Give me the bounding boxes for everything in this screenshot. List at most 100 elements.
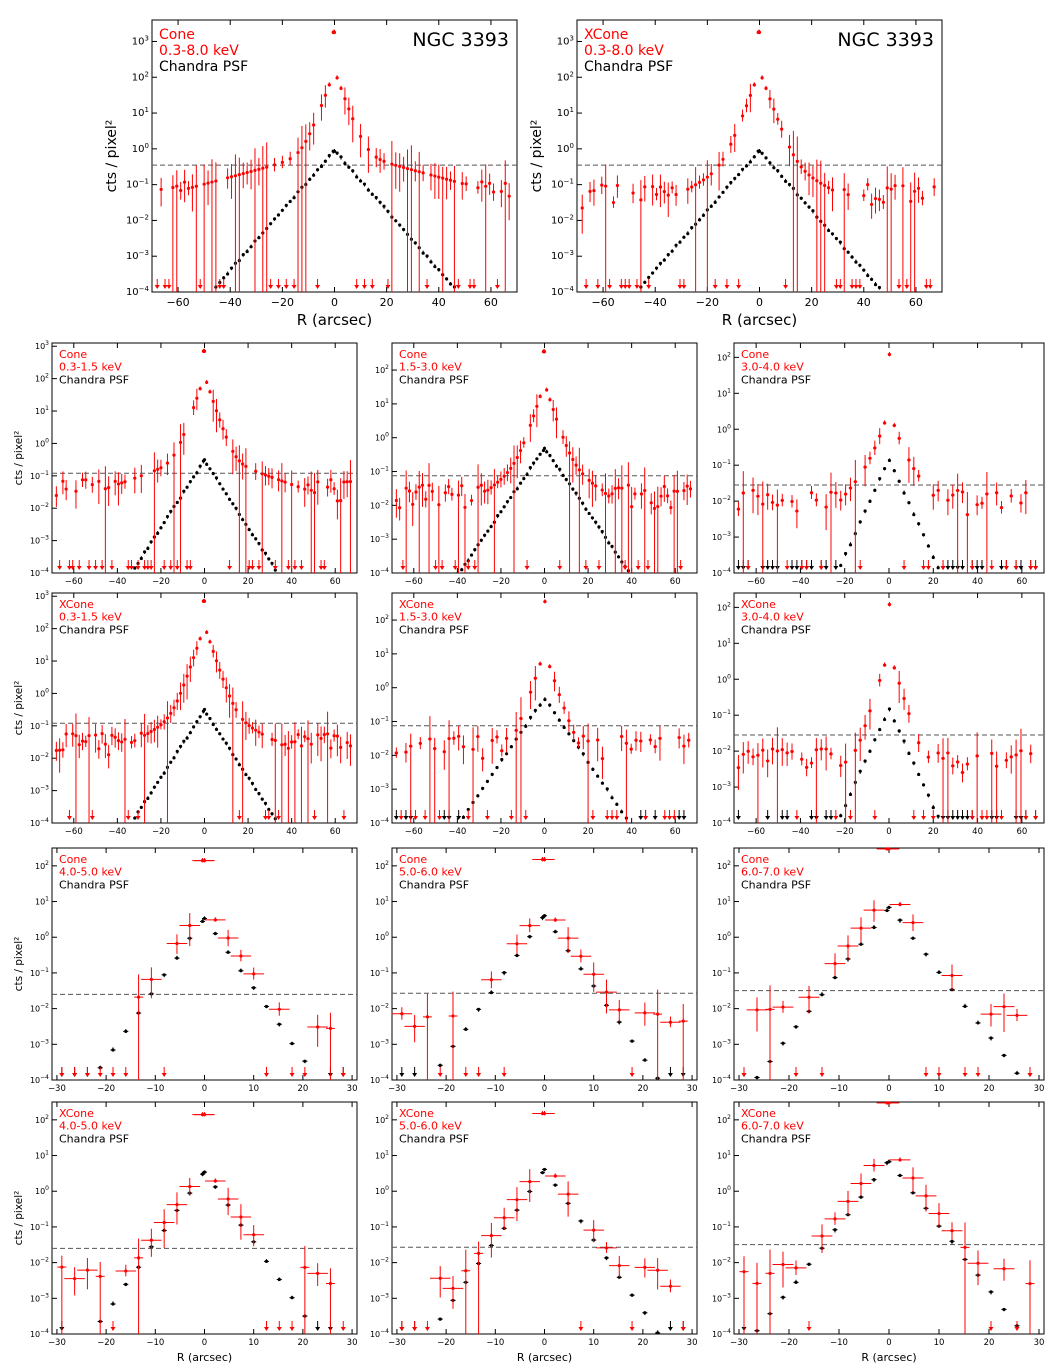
psf-point [871, 924, 877, 930]
psf-point [607, 540, 611, 545]
data-point [705, 160, 709, 292]
psf-point [528, 465, 532, 471]
data-point [261, 146, 265, 292]
data-point [519, 697, 523, 823]
psf-point [489, 524, 493, 529]
psf-point [539, 1171, 546, 1175]
psf-point [185, 485, 189, 489]
data-point [194, 1112, 215, 1117]
x-tick-label: −40 [448, 577, 466, 587]
data-point [84, 735, 88, 748]
psf-point [590, 516, 595, 520]
data-point [166, 934, 188, 954]
y-tick-label: 10−1 [30, 470, 49, 481]
psf-point [887, 458, 892, 463]
x-tick-label: −30 [48, 1338, 66, 1348]
data-point [955, 473, 960, 573]
psf-point [251, 986, 257, 990]
legend-psf: Chandra PSF [399, 878, 469, 891]
psf-point [413, 241, 417, 245]
data-point [224, 429, 228, 446]
psf-point [642, 1058, 648, 1062]
psf-point [289, 1295, 295, 1300]
upper-limit-arrow [161, 560, 167, 570]
data-point [103, 734, 107, 759]
data-point [110, 726, 114, 746]
data-point [907, 704, 911, 723]
psf-point [713, 199, 717, 205]
upper-limit-arrow [174, 560, 180, 570]
data-point [80, 732, 85, 751]
data-point [592, 179, 596, 206]
upper-limit-arrow [161, 1067, 167, 1077]
legend-model: XCone [741, 598, 776, 611]
data-point [761, 481, 765, 573]
psf-point [737, 172, 741, 177]
upper-limit-arrow [945, 560, 951, 570]
data-point [545, 387, 549, 392]
data-point [687, 732, 691, 748]
data-point [441, 166, 445, 292]
data-point [577, 447, 581, 573]
data-point [437, 164, 441, 200]
psf-point [643, 280, 647, 284]
data-point [233, 154, 238, 292]
upper-limit-arrow [741, 1067, 747, 1077]
data-point [260, 461, 264, 573]
psf-point [754, 1075, 760, 1080]
upper-limit-arrow [76, 560, 82, 570]
data-point [931, 484, 935, 510]
data-point [179, 1177, 200, 1196]
upper-limit-arrow [148, 560, 154, 570]
psf-point [651, 271, 655, 275]
data-point [103, 466, 107, 573]
data-point [159, 177, 163, 207]
data-point [736, 501, 741, 517]
psf-point [362, 182, 367, 187]
panel-11-cone-6-0-7-0-: −30 −20 −10 0 10 20 30 10−4 10−3 10−2 10−1 100 101 10… [712, 847, 1045, 1094]
data-point [824, 736, 828, 771]
psf-point [522, 476, 526, 481]
data-point [955, 755, 960, 769]
upper-limit-arrow [590, 810, 596, 820]
legend-model: Cone [159, 27, 195, 43]
upper-limit-arrow [393, 810, 399, 820]
upper-limit-arrow [950, 810, 956, 820]
upper-limit-arrow [998, 810, 1004, 820]
upper-limit-arrow [1028, 560, 1034, 570]
data-point [186, 181, 191, 196]
data-point [768, 90, 772, 109]
psf-point [923, 952, 929, 957]
data-point [670, 181, 674, 194]
x-tick-label: 60 [330, 577, 341, 587]
upper-limit-arrow [1014, 1321, 1020, 1331]
psf-point [838, 240, 842, 245]
x-axis-label: R (arcsec) [177, 1351, 232, 1364]
data-point [803, 162, 807, 181]
data-point [751, 477, 755, 514]
data-point [348, 734, 353, 766]
y-tick-label: 103 [35, 590, 49, 601]
x-tick-label: 0 [886, 577, 891, 587]
upper-limit-arrow [645, 560, 651, 570]
data-point [741, 742, 746, 774]
upper-limit-arrow [263, 1067, 269, 1077]
psf-point [538, 702, 542, 707]
upper-limit-arrow [680, 1321, 686, 1331]
data-point [463, 493, 467, 573]
psf-point [175, 500, 179, 505]
legend-model: Cone [741, 853, 769, 866]
data-point [358, 123, 363, 158]
data-point [430, 482, 434, 502]
psf-point [581, 752, 585, 757]
upper-limit-arrow [292, 560, 298, 570]
psf-point [226, 271, 230, 276]
data-point [752, 1262, 762, 1334]
data-point [721, 151, 725, 167]
data-point [192, 649, 196, 667]
data-point [619, 725, 624, 752]
x-tick-label: −20 [696, 296, 719, 309]
psf-point [748, 159, 752, 164]
data-point [460, 476, 464, 497]
data-point [648, 734, 653, 745]
